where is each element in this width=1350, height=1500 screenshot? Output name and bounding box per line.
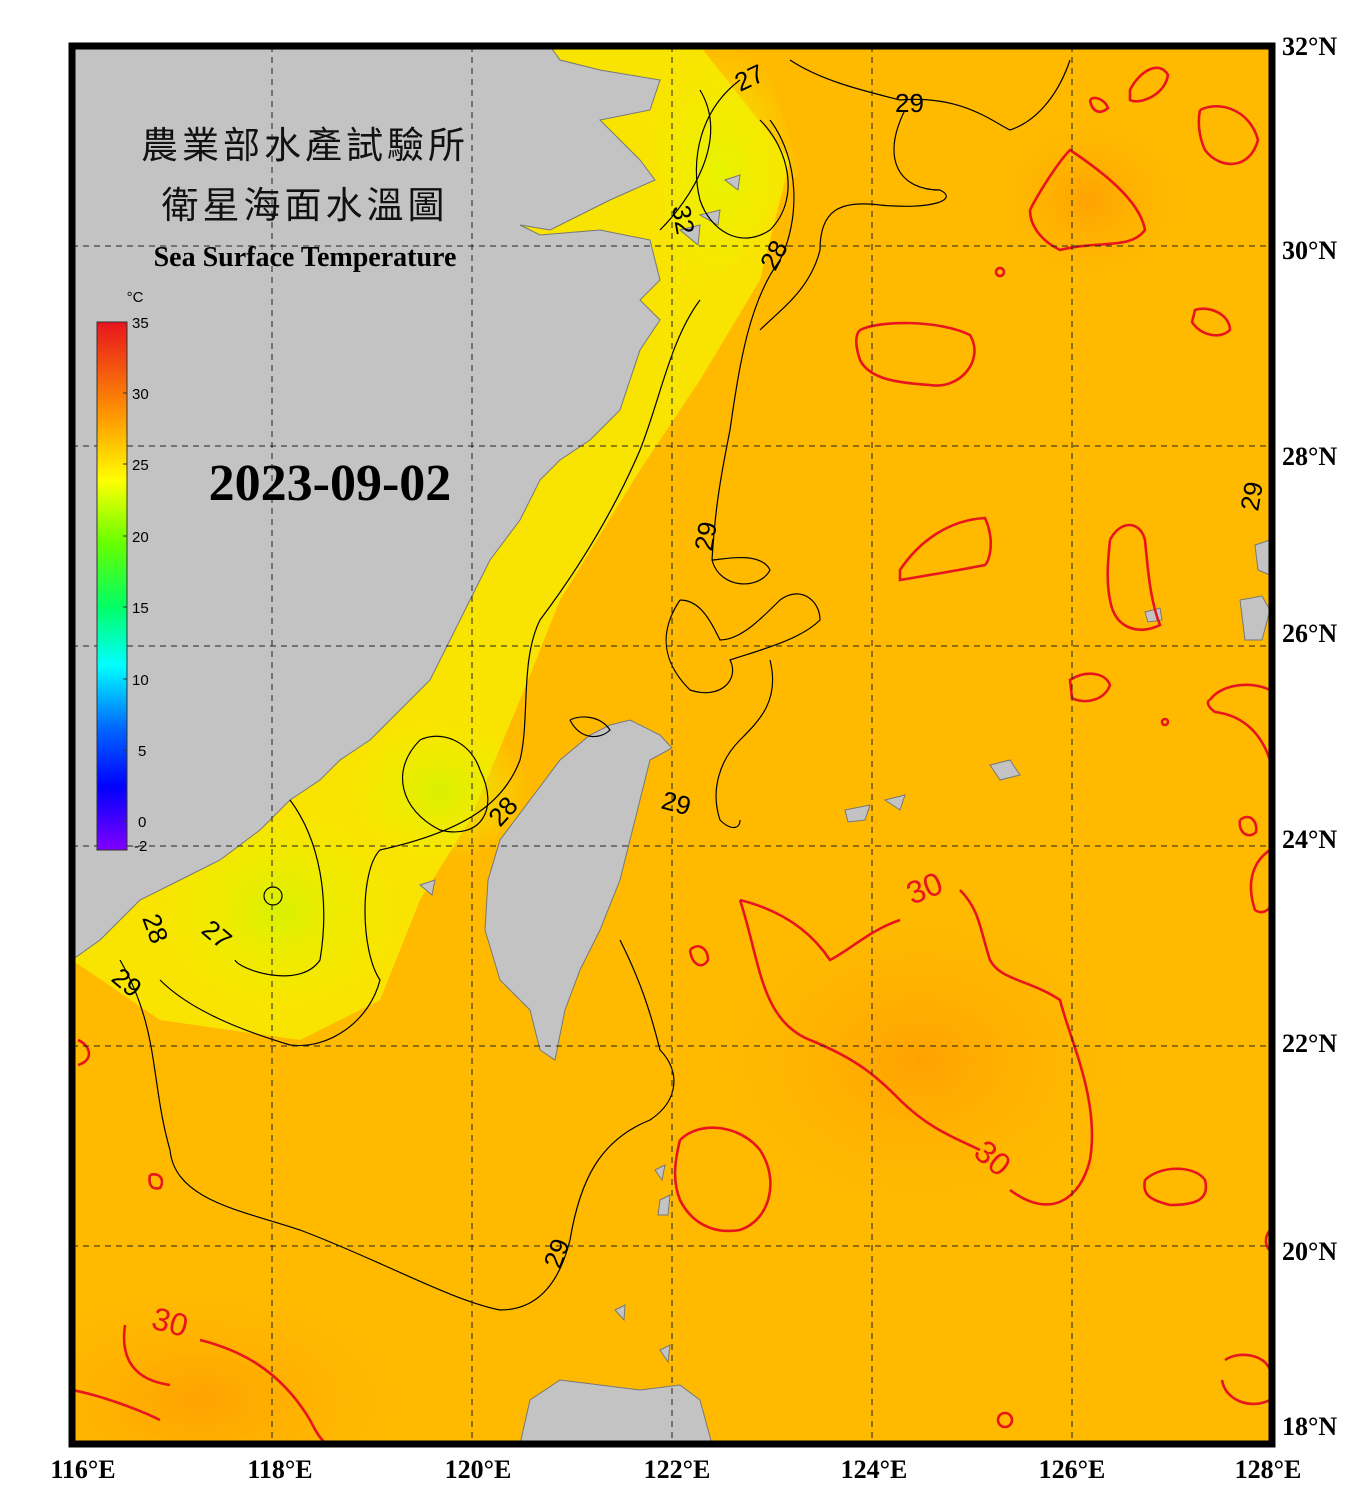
- lon-label: 118°E: [247, 1455, 312, 1484]
- lon-label: 126°E: [1039, 1455, 1106, 1484]
- colorbar-tick-label: 25: [132, 457, 149, 474]
- lon-axis: 116°E 118°E 120°E 122°E 124°E 126°E 128°…: [50, 1455, 1301, 1484]
- warm-patch-sw: [72, 1290, 400, 1444]
- contours-red-30: [72, 66, 1272, 1444]
- title-line2: 衛星海面水溫圖: [162, 184, 449, 227]
- lon-label: 122°E: [644, 1455, 711, 1484]
- colorbar-tick-label: 20: [132, 529, 149, 546]
- lon-label: 116°E: [50, 1455, 115, 1484]
- lat-label: 32°N: [1282, 32, 1337, 61]
- warm-patch-ne: [1000, 120, 1180, 280]
- contour-label: 29: [895, 88, 924, 118]
- colorbar-tick-label: 15: [132, 600, 149, 617]
- lon-label: 124°E: [841, 1455, 908, 1484]
- colorbar-ramp: [96, 321, 128, 851]
- colorbar-tick-label: 30: [132, 386, 149, 403]
- colorbar-tick-label: 0: [138, 814, 146, 831]
- colorbar-tick-label: 10: [132, 672, 149, 689]
- lat-label: 30°N: [1282, 236, 1337, 265]
- land-luzon: [519, 1379, 713, 1444]
- title-english: Sea Surface Temperature: [154, 242, 457, 273]
- contour-label: 32: [666, 203, 701, 237]
- colorbar-tick-label: 35: [132, 315, 149, 332]
- title-line1: 農業部水產試驗所: [141, 124, 469, 167]
- land-mainland: [72, 46, 661, 961]
- lat-label: 26°N: [1282, 619, 1337, 648]
- map-frame: [68, 42, 1276, 1448]
- cool-patch-strait: [350, 720, 530, 860]
- contours-black: [119, 59, 1071, 1311]
- lat-label: 22°N: [1282, 1029, 1337, 1058]
- lon-label: 120°E: [445, 1455, 512, 1484]
- lat-label: 28°N: [1282, 442, 1337, 471]
- lat-label: 20°N: [1282, 1237, 1337, 1266]
- lon-label: 128°E: [1235, 1455, 1302, 1484]
- warm-patch-east: [720, 910, 1120, 1210]
- colorbar-ticks: [123, 392, 127, 822]
- land-taiwan: [484, 719, 673, 1061]
- colorbar-tick-label: -2: [134, 838, 147, 855]
- cool-patch-north: [640, 46, 800, 300]
- colorbar-unit: °C: [127, 289, 144, 306]
- colorbar-tick-label: 5: [138, 743, 146, 760]
- lat-label: 24°N: [1282, 825, 1337, 854]
- contour-label: 29: [1234, 479, 1269, 513]
- colorbar: °C 35 30 25 20 15 10 5 0 -2: [96, 289, 149, 855]
- contour-label: 29: [688, 519, 723, 553]
- graticule: [72, 46, 1272, 1444]
- lat-axis: 32°N 30°N 28°N 26°N 24°N 22°N 20°N 18°N: [1282, 32, 1337, 1441]
- date-label: 2023-09-02: [209, 455, 452, 512]
- lat-label: 18°N: [1282, 1412, 1337, 1441]
